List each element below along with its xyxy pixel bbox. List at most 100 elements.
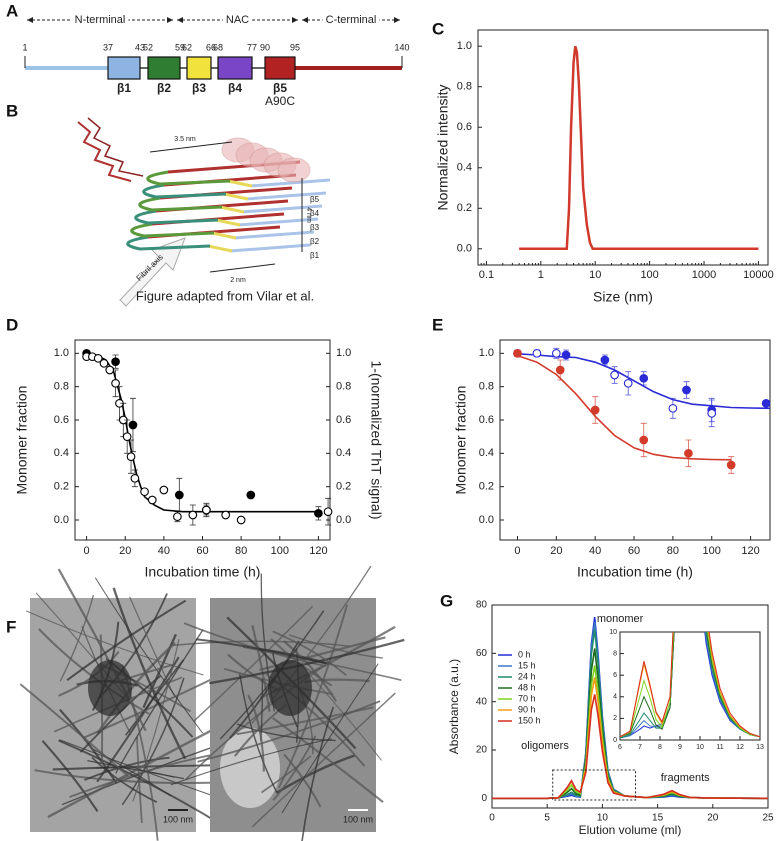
strand-label: β1: [310, 251, 320, 260]
data-point: [561, 350, 571, 360]
fibril: [94, 577, 204, 734]
fibril-strand: [227, 179, 253, 188]
x-tick-label: 0: [489, 813, 495, 824]
strand-label: β3: [192, 81, 206, 95]
data-point: [707, 408, 717, 418]
x-tick-label: 60: [628, 545, 640, 557]
y-tick-label: 0.6: [457, 121, 472, 133]
y-tick-label: 0.0: [457, 243, 472, 255]
y-tick-label: 0.8: [54, 381, 69, 393]
y2-tick-label: 0.6: [336, 414, 351, 426]
fibril: [251, 625, 271, 712]
fibril: [272, 630, 347, 676]
y2-tick-label: 1.0: [336, 347, 351, 359]
y-tick-label: 10: [609, 629, 617, 636]
x-tick-label: 1000: [692, 269, 716, 281]
y2-axis-label: 1-(normalized ThT signal): [368, 361, 384, 520]
y-tick-label: 1.0: [54, 347, 69, 359]
series-line: [517, 353, 770, 410]
fibril-strand: [207, 244, 233, 253]
x-tick-label: 10: [589, 269, 601, 281]
fibril: [132, 638, 180, 802]
x-tick-label: 120: [309, 545, 327, 557]
series-line: [620, 632, 760, 738]
x-axis-label: Incubation time (h): [145, 564, 261, 580]
y-tick-label: 80: [476, 600, 488, 611]
strand-label: β2: [310, 237, 320, 246]
disordered-tail: [77, 121, 132, 182]
pink-blob: [277, 157, 311, 183]
y-tick-label: 1.0: [457, 40, 472, 52]
x-tick-label: 80: [667, 545, 679, 557]
fibril-strand: [215, 218, 241, 227]
label-bg: [71, 12, 129, 27]
fibril: [121, 677, 185, 806]
micrograph: 100 nm: [170, 565, 405, 841]
y-tick-label: 0.8: [457, 81, 472, 93]
y-tick-label: 0.0: [54, 514, 69, 526]
series-line: [492, 694, 768, 800]
data-point: [174, 490, 184, 500]
fibril-strand: [245, 191, 327, 201]
fibril: [172, 640, 350, 648]
strand-box: [186, 56, 212, 80]
y-tick-label: 20: [476, 745, 488, 756]
y-tick-label: 0.8: [479, 381, 494, 393]
data-point: [314, 508, 323, 518]
data-point: [682, 385, 691, 395]
x-tick-label: 25: [762, 813, 774, 824]
dimension-label: 3.5 nm: [174, 136, 196, 143]
series-line: [517, 354, 732, 461]
fibril-strand: [223, 192, 249, 201]
fibril: [197, 700, 381, 763]
y-axis-label: Monomer fraction: [453, 386, 469, 495]
y-tick-label: 0.4: [54, 447, 69, 459]
fibril: [47, 723, 224, 819]
residue-number: 95: [290, 42, 300, 52]
y-axis-label: Normalized intensity: [435, 84, 451, 210]
x-tick-label: 80: [235, 545, 247, 557]
y-tick-label: 0.6: [54, 414, 69, 426]
y-axis-label: Absorbance (a.u.): [447, 659, 461, 754]
legend-label: 15 h: [518, 660, 536, 670]
label-bg: [322, 12, 380, 27]
y-tick-label: 0.4: [457, 162, 472, 174]
panel-label: B: [6, 101, 18, 120]
micrograph: 100 nm: [19, 568, 247, 841]
data-point: [130, 473, 140, 483]
y-tick-label: 0.6: [479, 414, 494, 426]
residue-number: 68: [213, 42, 223, 52]
plot-frame: [477, 29, 769, 266]
legend-label: 150 h: [518, 715, 541, 725]
y-tick-label: 0: [481, 793, 487, 804]
x-tick-label: 120: [741, 545, 759, 557]
fibril-axis-arrow: [119, 237, 186, 307]
x-tick-label: 0: [84, 545, 90, 557]
fibril-cluster: [268, 660, 312, 716]
residue-number: 90: [260, 42, 270, 52]
residue-number: 66: [206, 42, 216, 52]
y-tick-label: 2: [613, 715, 617, 722]
mutation-label: A90C: [265, 94, 295, 108]
panel-label: C: [432, 19, 444, 38]
data-point: [126, 452, 136, 462]
panel-label: D: [6, 315, 18, 334]
series-line: [620, 632, 760, 739]
x-tick-label: 13: [756, 744, 764, 751]
fibril: [57, 568, 147, 732]
fibril: [272, 717, 384, 803]
panel-label: F: [6, 617, 16, 636]
strand-label: β1: [117, 81, 131, 95]
residue-number: 1: [22, 42, 27, 52]
y-tick-label: 0.0: [479, 514, 494, 526]
data-point: [551, 348, 561, 358]
x-axis-label: Size (nm): [593, 289, 653, 305]
fibril-strand: [241, 204, 323, 214]
x-tick-label: 20: [550, 545, 562, 557]
fibril: [260, 755, 312, 794]
fibril: [69, 752, 219, 798]
series-line: [620, 632, 760, 738]
data-point: [590, 405, 600, 415]
y-tick-label: 0.4: [479, 447, 494, 459]
residue-number: 37: [103, 42, 113, 52]
